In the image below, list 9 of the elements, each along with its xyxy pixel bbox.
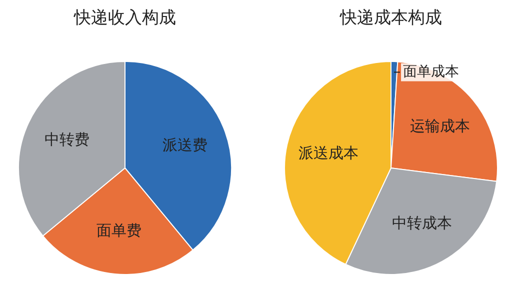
slice-label: 派送费 [162, 136, 208, 154]
slice-label: 中转成本 [392, 214, 452, 232]
slice-label: 派送成本 [298, 144, 359, 162]
slice-label: 面单成本 [403, 64, 460, 80]
chart-title: 快递收入构成 [72, 7, 177, 29]
chart-title: 快递成本构成 [338, 7, 443, 29]
slice-label: 面单费 [96, 222, 142, 240]
slice-label: 运输成本 [410, 117, 470, 136]
slice-label: 中转费 [44, 130, 90, 149]
